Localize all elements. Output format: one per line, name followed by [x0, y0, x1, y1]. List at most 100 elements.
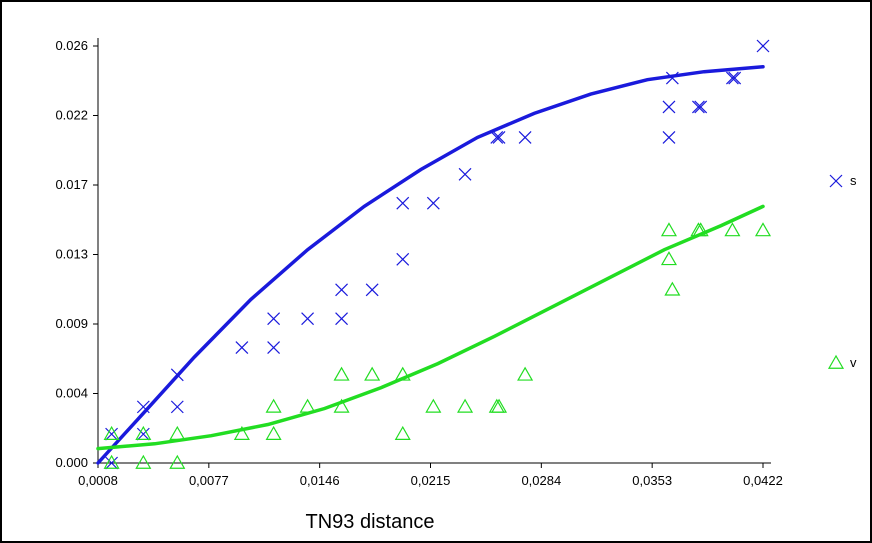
point-s — [267, 312, 281, 326]
marker-stroke — [136, 400, 150, 414]
marker-stroke — [335, 312, 348, 326]
point-v — [135, 425, 152, 440]
x-tick-label: 0,0215 — [411, 473, 451, 488]
point-v — [457, 398, 474, 413]
x-tick-label: 0,0284 — [521, 473, 561, 488]
point-s — [396, 196, 410, 210]
point-s — [518, 130, 532, 144]
y-tick-label: 0.009 — [55, 316, 88, 331]
legend-marker-s — [829, 174, 843, 188]
y-tick-label: 0.000 — [55, 455, 88, 470]
point-v — [660, 251, 678, 266]
point-s — [694, 100, 708, 114]
point-v — [394, 425, 411, 440]
y-tick-label: 0.004 — [55, 386, 88, 401]
point-v — [692, 222, 709, 237]
point-s — [458, 167, 472, 181]
point-v — [488, 398, 505, 413]
point-s — [665, 71, 679, 85]
point-s — [365, 283, 379, 297]
marker-stroke — [756, 39, 770, 53]
point-v — [660, 222, 678, 237]
point-v — [265, 398, 282, 413]
marker-stroke — [267, 341, 281, 354]
marker-stroke — [267, 312, 281, 326]
point-v — [364, 366, 381, 381]
marker-stroke — [490, 130, 504, 144]
point-v — [103, 425, 120, 440]
point-s — [725, 71, 739, 85]
point-s — [335, 312, 348, 326]
marker-stroke — [694, 100, 708, 114]
x-tick-label: 0,0353 — [632, 473, 672, 488]
x-tick-label: 0,0008 — [78, 473, 118, 488]
marker-stroke — [492, 130, 506, 144]
x-tick-label: 0,0422 — [743, 473, 783, 488]
point-s — [170, 368, 184, 382]
point-s — [136, 427, 150, 441]
y-tick-label: 0.013 — [55, 247, 88, 262]
point-s — [426, 196, 440, 210]
point-s — [136, 400, 150, 414]
marker-stroke — [396, 196, 410, 210]
point-v — [425, 398, 442, 413]
marker-stroke — [458, 167, 472, 181]
point-s — [728, 71, 742, 85]
marker-stroke — [105, 427, 119, 441]
point-s — [662, 130, 676, 144]
point-v — [333, 398, 350, 413]
marker-stroke — [301, 312, 315, 326]
marker-stroke — [829, 174, 843, 188]
marker-stroke — [662, 100, 676, 114]
point-v — [265, 425, 282, 440]
legend-label-s: s — [850, 173, 857, 188]
point-s — [492, 130, 506, 144]
ticks: 0.000 0.004 0.009 0.013 0.017 0.022 0.026 0,000… — [55, 38, 782, 488]
point-s — [756, 39, 770, 53]
point-v — [491, 398, 508, 413]
y-tick-label: 0.022 — [55, 108, 88, 123]
point-v — [169, 454, 186, 469]
point-s — [267, 341, 281, 354]
y-tick-label: 0.026 — [55, 38, 88, 53]
axes — [97, 38, 771, 464]
fit-line-v — [96, 204, 765, 451]
y-tick-label: 0.017 — [55, 177, 88, 192]
marker-stroke — [662, 130, 676, 144]
point-s — [662, 100, 676, 114]
marker-stroke — [105, 456, 119, 470]
marker-stroke — [235, 341, 249, 354]
point-s — [335, 283, 348, 297]
point-v — [517, 366, 534, 381]
point-v — [754, 222, 772, 237]
marker-stroke — [692, 100, 705, 114]
marker-stroke — [365, 283, 379, 297]
marker-stroke — [170, 368, 184, 382]
point-s — [490, 130, 504, 144]
x-tick-label: 0,0146 — [300, 473, 340, 488]
point-v — [333, 366, 350, 381]
x-axis-title: TN93 distance — [306, 511, 435, 533]
marker-stroke — [170, 400, 184, 414]
point-v — [135, 454, 152, 469]
point-v — [169, 425, 186, 440]
data-points — [103, 39, 772, 470]
point-s — [105, 427, 119, 441]
point-v — [233, 425, 250, 440]
point-s — [170, 400, 184, 414]
point-s — [105, 456, 119, 470]
legend: sv — [827, 173, 857, 370]
marker-stroke — [518, 130, 532, 144]
legend-label-v: v — [850, 355, 857, 370]
marker-stroke — [665, 71, 679, 85]
point-v — [724, 222, 741, 237]
point-s — [692, 100, 705, 114]
marker-stroke — [725, 71, 739, 85]
fit-lines — [96, 65, 765, 465]
marker-stroke — [396, 252, 410, 266]
point-v — [299, 398, 316, 413]
marker-stroke — [136, 427, 150, 441]
marker-stroke — [335, 283, 348, 297]
